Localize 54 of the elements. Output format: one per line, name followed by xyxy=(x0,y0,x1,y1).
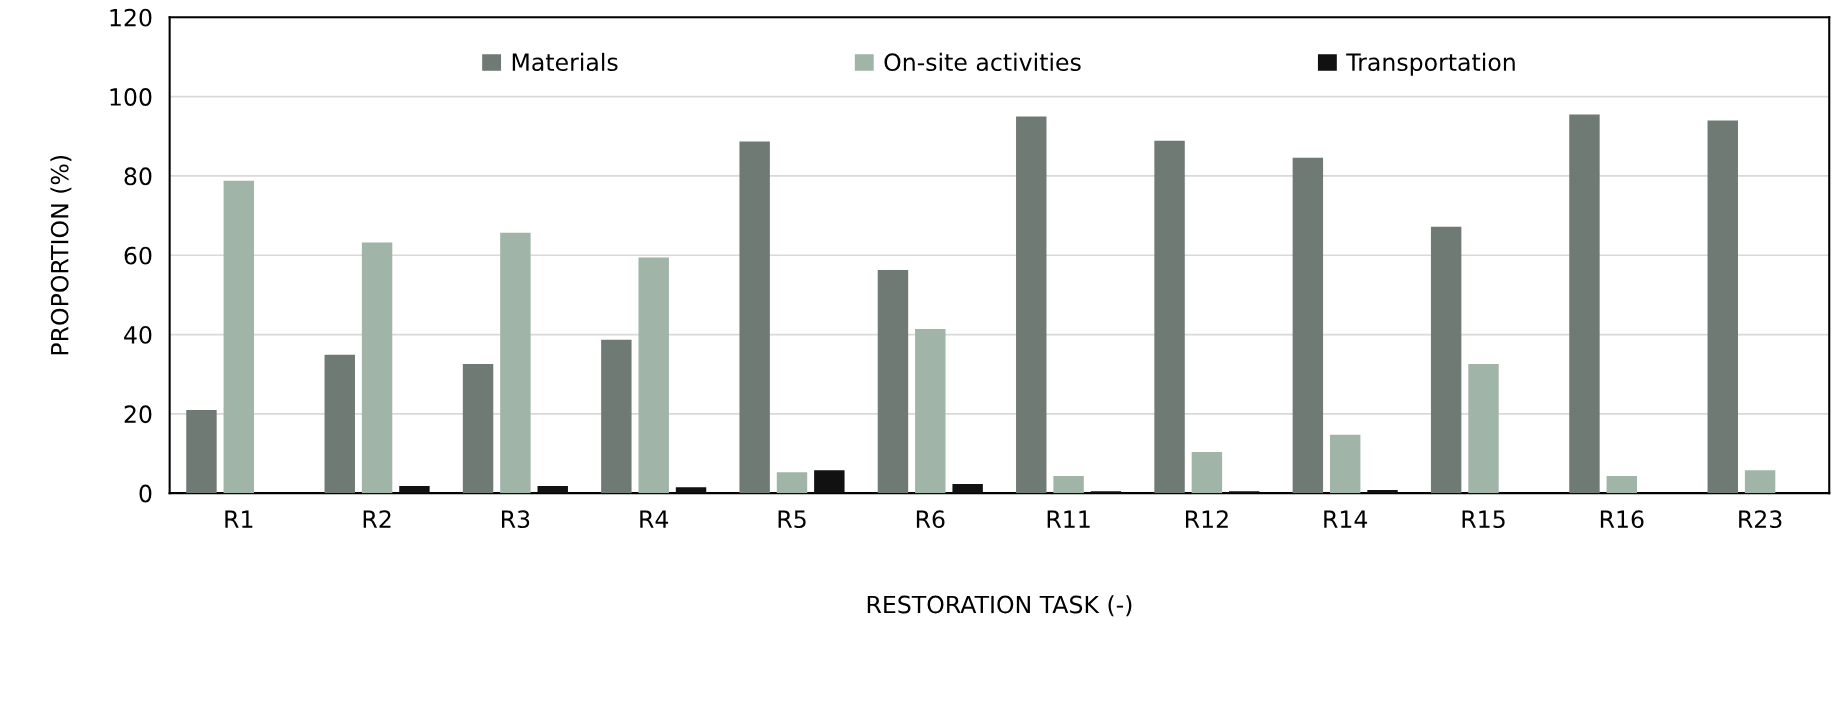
bar xyxy=(1430,226,1462,494)
bar xyxy=(361,242,393,494)
y-tick-label: 120 xyxy=(110,8,152,27)
x-tick-label: R3 xyxy=(502,510,530,529)
bar xyxy=(1154,140,1185,494)
bar xyxy=(814,470,845,494)
x-tick-label: R23 xyxy=(1739,510,1782,529)
y-tick-label: 100 xyxy=(110,88,152,106)
x-tick-label: R1 xyxy=(225,510,253,528)
bar xyxy=(1468,363,1499,494)
y-tick-label: 60 xyxy=(124,246,152,265)
y-tick-label: 20 xyxy=(124,405,152,424)
y-tick-label: 80 xyxy=(124,167,152,186)
legend-label: Materials xyxy=(512,52,618,72)
x-tick-label: R6 xyxy=(916,510,945,529)
x-tick-label: R11 xyxy=(1047,510,1090,528)
bar xyxy=(915,328,946,494)
bar xyxy=(500,232,531,494)
bar xyxy=(1707,120,1738,494)
x-tick-label: R15 xyxy=(1462,510,1505,529)
x-tick-label: R4 xyxy=(640,510,669,528)
bar xyxy=(601,339,632,494)
y-axis-title: PROPORTION (%) xyxy=(50,155,72,355)
bar xyxy=(675,487,707,494)
bar xyxy=(1744,470,1776,494)
bar xyxy=(1053,476,1084,494)
x-tick-label: R2 xyxy=(363,510,391,528)
bar xyxy=(1367,489,1398,494)
bar xyxy=(739,141,770,494)
bar xyxy=(776,472,808,494)
x-tick-label: R16 xyxy=(1600,510,1644,529)
bar xyxy=(1569,114,1600,494)
y-tick-label: 0 xyxy=(139,484,152,503)
bar xyxy=(399,486,430,494)
bar xyxy=(537,486,568,494)
bar xyxy=(1016,116,1047,494)
bar xyxy=(462,363,494,494)
legend-label: Transportation xyxy=(1346,52,1515,76)
x-axis-title: RESTORATION TASK (-) xyxy=(867,595,1132,617)
y-tick-label: 40 xyxy=(124,325,152,344)
bar xyxy=(952,484,983,494)
x-tick-label: R14 xyxy=(1324,510,1368,528)
bar xyxy=(638,257,669,494)
bar xyxy=(1329,434,1361,494)
bar xyxy=(223,180,255,494)
legend-label: On-site activities xyxy=(884,52,1081,72)
bar xyxy=(1292,157,1324,494)
bar xyxy=(1606,476,1638,494)
bar xyxy=(186,409,217,494)
bar xyxy=(877,269,909,494)
x-tick-label: R5 xyxy=(778,510,806,529)
bar xyxy=(1191,451,1223,494)
bar xyxy=(324,354,355,494)
x-tick-label: R12 xyxy=(1185,510,1228,528)
